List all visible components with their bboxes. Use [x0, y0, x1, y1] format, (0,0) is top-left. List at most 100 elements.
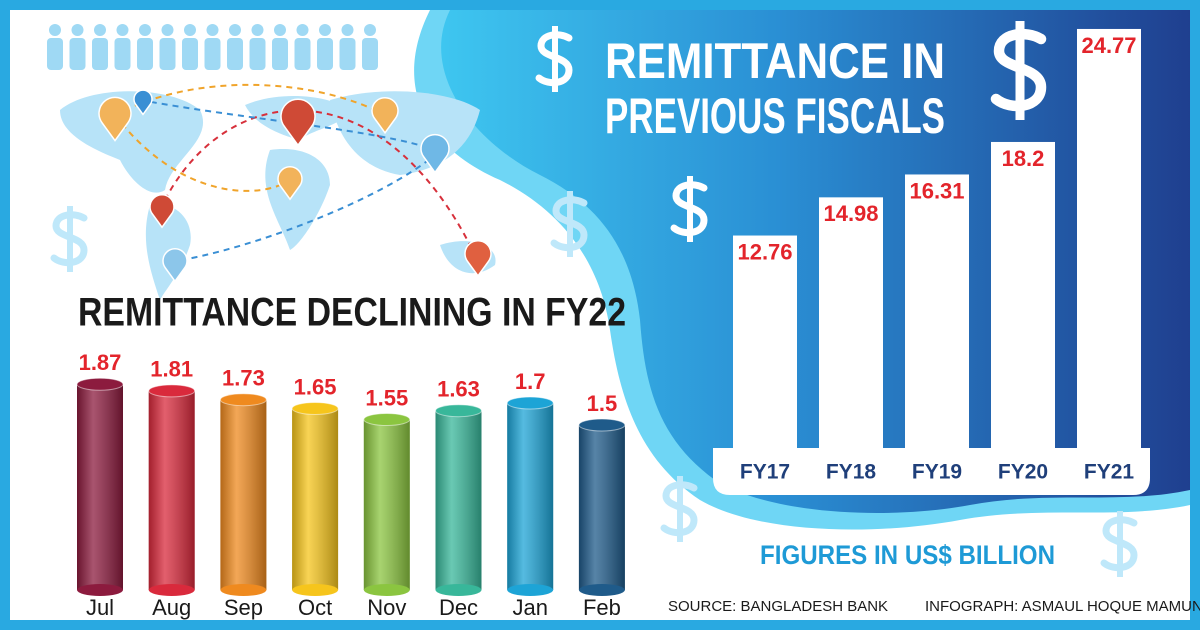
x-tick-label: Oct [298, 595, 332, 620]
value-label: 14.98 [823, 201, 878, 226]
bar-cap [219, 393, 267, 407]
person-body [294, 38, 311, 70]
person-body [92, 38, 108, 70]
value-label: 12.76 [737, 239, 792, 264]
bar [905, 174, 969, 455]
people-icons [47, 24, 378, 70]
person-body [362, 38, 378, 70]
value-label: 1.55 [365, 385, 408, 410]
value-label: 24.77 [1081, 33, 1136, 58]
x-tick-label: FY21 [1084, 461, 1135, 484]
bar [819, 197, 883, 455]
x-tick-label: Feb [583, 595, 621, 620]
bar [733, 235, 797, 455]
person-body [47, 38, 63, 70]
bar-bottom [292, 584, 339, 596]
person-head [364, 24, 376, 36]
value-label: 1.73 [222, 366, 265, 391]
person-head [49, 24, 61, 36]
person-body [182, 38, 198, 70]
bar [991, 141, 1055, 455]
value-label: 1.5 [587, 391, 618, 416]
chart-title: REMITTANCE DECLINING IN FY22 [78, 291, 626, 335]
person-head [251, 24, 264, 36]
x-tick-label: FY19 [912, 461, 962, 484]
map-pin [280, 98, 316, 147]
person-head [139, 24, 151, 36]
source: SOURCE: BANGLADESH BANK [668, 598, 888, 615]
bar-bottom [578, 584, 625, 596]
map-pin [133, 89, 153, 116]
bar-bottom [220, 584, 267, 596]
person-head [94, 24, 106, 36]
person-body [69, 38, 86, 70]
bar-cap [148, 384, 196, 398]
chart-title: PREVIOUS FISCALS [605, 88, 945, 144]
person-body [317, 38, 333, 70]
x-tick-label: Dec [439, 595, 478, 620]
x-tick-label: Sep [224, 595, 263, 620]
map-pin [162, 248, 188, 283]
person-head [161, 24, 174, 36]
x-tick-label: Jul [86, 595, 114, 620]
bar-cap [363, 413, 411, 426]
bar-shade [435, 410, 482, 590]
value-label: 1.65 [294, 374, 337, 399]
person-body [137, 38, 153, 70]
x-label-box [713, 448, 1150, 495]
bar-bottom [77, 584, 123, 596]
person-head [184, 24, 196, 36]
bar-shade [578, 425, 625, 590]
person-body [272, 38, 288, 70]
map-pin [98, 96, 132, 142]
bar-cap [578, 418, 626, 432]
bar-cap [435, 404, 482, 418]
person-head [116, 24, 129, 36]
map-pins [98, 89, 492, 283]
map-pin [464, 239, 492, 278]
person-head [341, 24, 354, 36]
map-pin [149, 194, 175, 229]
chart-title: REMITTANCE IN [605, 33, 945, 89]
person-head [71, 24, 84, 36]
credit: INFOGRAPH: ASMAUL HOQUE MAMUN [925, 598, 1200, 615]
person-head [319, 24, 331, 36]
map-pin [277, 166, 303, 201]
value-label: 1.63 [437, 377, 480, 402]
person-body [227, 38, 243, 70]
bar-shade [148, 390, 195, 590]
person-head [274, 24, 286, 36]
map-pin [371, 96, 399, 135]
bar-bottom [363, 584, 410, 596]
person-body [114, 38, 131, 70]
x-tick-label: FY20 [998, 461, 1048, 484]
person-head [296, 24, 309, 36]
value-label: 1.81 [150, 357, 193, 382]
bar [1077, 28, 1141, 456]
charts: REMITTANCE DECLINING IN FY22 1.87 Jul 1.81 A… [76, 28, 1150, 620]
bar-bottom [148, 584, 195, 596]
x-tick-label: Jan [512, 595, 547, 620]
bar-shade [292, 408, 339, 590]
person-body [204, 38, 221, 70]
bar-cap [291, 402, 339, 415]
bar-shade [507, 403, 554, 590]
bar-shade [77, 384, 123, 590]
bar-bottom [507, 584, 554, 596]
value-label: 18.2 [1002, 146, 1045, 171]
value-label: 1.87 [79, 350, 122, 375]
x-tick-label: FY18 [826, 461, 877, 484]
person-body [159, 38, 176, 70]
bar-bottom [435, 584, 482, 596]
person-body [339, 38, 356, 70]
x-tick-label: Nov [367, 595, 406, 620]
person-body [249, 38, 266, 70]
chart-note: FIGURES IN US$ BILLION [760, 540, 1055, 570]
world-map [60, 83, 496, 300]
bar-shade [220, 399, 267, 590]
map-pin [420, 133, 450, 174]
x-tick-label: Aug [152, 595, 191, 620]
bar-shade [363, 419, 410, 590]
